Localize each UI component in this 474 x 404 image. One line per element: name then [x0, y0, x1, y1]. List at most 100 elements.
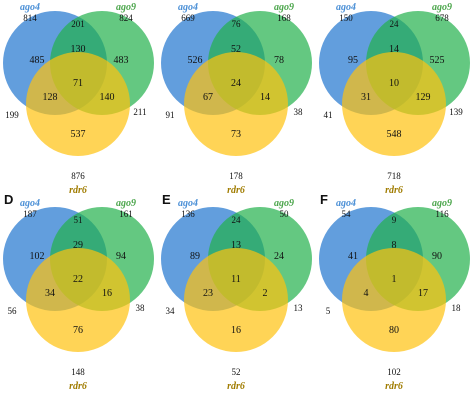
outside-count-ago4-rdr6: 5: [326, 306, 331, 316]
outside-count-ago9-rdr6: 139: [449, 107, 463, 117]
total-rdr6: 178: [229, 171, 243, 181]
circle-rdr6: [26, 52, 130, 156]
venn-diagram: ago4 ago9 rdr6 54 116 102 9 5 18 41 90 80 8 4 17 1: [319, 198, 470, 392]
region-ago9-only: 483: [114, 55, 129, 66]
region-ago4-only: 485: [30, 55, 45, 66]
circle-rdr6: [184, 52, 288, 156]
label-ago4: ago4: [20, 2, 40, 13]
region-ago4-rdr6: 4: [364, 288, 369, 299]
panel-letter: E: [162, 192, 171, 207]
outside-count-ago4-ago9: 9: [392, 215, 397, 225]
panel-letter: F: [320, 192, 328, 207]
total-ago9: 168: [277, 13, 291, 23]
region-ago9-rdr6: 14: [260, 92, 270, 103]
label-ago4: ago4: [20, 198, 40, 209]
region-ago9-only: 90: [432, 251, 442, 262]
total-rdr6: 52: [232, 367, 241, 377]
total-rdr6: 148: [71, 367, 85, 377]
total-rdr6: 718: [387, 171, 401, 181]
region-ago4-only: 41: [348, 251, 358, 262]
circle-rdr6: [342, 248, 446, 352]
region-ago9-rdr6: 17: [418, 288, 428, 299]
outside-count-ago9-rdr6: 18: [452, 303, 462, 313]
region-all-three: 24: [231, 78, 241, 89]
region-ago4-ago9: 8: [392, 240, 397, 251]
total-rdr6: 102: [387, 367, 401, 377]
region-ago9-rdr6: 129: [416, 92, 431, 103]
label-rdr6: rdr6: [227, 381, 245, 392]
region-ago9-only: 78: [274, 55, 284, 66]
region-ago9-rdr6: 2: [263, 288, 268, 299]
region-ago4-only: 102: [30, 251, 45, 262]
outside-count-ago9-rdr6: 38: [136, 303, 146, 313]
venn-diagram: ago4 ago9 rdr6 150 678 718 24 41 139 95 525 548 14 31…: [319, 2, 470, 196]
label-ago9: ago9: [432, 198, 452, 209]
outside-count-ago4-ago9: 201: [71, 19, 85, 29]
region-ago4-ago9: 13: [231, 240, 241, 251]
outside-count-ago4-rdr6: 91: [166, 110, 175, 120]
outside-count-ago4-rdr6: 34: [166, 306, 176, 316]
label-ago4: ago4: [178, 2, 198, 13]
region-all-three: 71: [73, 78, 83, 89]
label-ago9: ago9: [274, 2, 294, 13]
outside-count-ago4-ago9: 76: [232, 19, 242, 29]
circle-rdr6: [26, 248, 130, 352]
label-ago4: ago4: [178, 198, 198, 209]
circle-rdr6: [342, 52, 446, 156]
region-ago9-only: 24: [274, 251, 284, 262]
outside-count-ago9-rdr6: 38: [294, 107, 304, 117]
label-rdr6: rdr6: [385, 185, 403, 196]
region-ago4-ago9: 29: [73, 240, 83, 251]
region-ago4-rdr6: 128: [43, 92, 58, 103]
outside-count-ago9-rdr6: 13: [294, 303, 304, 313]
outside-count-ago4-rdr6: 199: [5, 110, 19, 120]
total-ago4: 187: [23, 209, 37, 219]
outside-count-ago9-rdr6: 211: [133, 107, 146, 117]
outside-count-ago4-ago9: 24: [390, 19, 400, 29]
region-ago4-rdr6: 31: [361, 92, 371, 103]
venn-diagram: ago4 ago9 rdr6 187 161 148 51 56 38 102 94 76 29 34 16…: [3, 198, 154, 392]
outside-count-ago4-rdr6: 41: [324, 110, 333, 120]
region-ago4-rdr6: 34: [45, 288, 55, 299]
label-ago9: ago9: [274, 198, 294, 209]
region-ago4-ago9: 14: [389, 44, 399, 55]
total-ago9: 161: [119, 209, 133, 219]
region-rdr6-only: 73: [231, 129, 241, 140]
panel-letter: D: [4, 192, 14, 207]
total-ago4: 669: [181, 13, 195, 23]
label-rdr6: rdr6: [227, 185, 245, 196]
total-ago9: 824: [119, 13, 133, 23]
label-rdr6: rdr6: [69, 381, 87, 392]
region-ago4-rdr6: 67: [203, 92, 213, 103]
region-ago4-ago9: 52: [231, 44, 241, 55]
label-rdr6: rdr6: [385, 381, 403, 392]
total-ago9: 50: [280, 209, 290, 219]
total-ago4: 150: [339, 13, 353, 23]
region-ago9-only: 94: [116, 251, 126, 262]
region-rdr6-only: 16: [231, 325, 241, 336]
outside-count-ago4-ago9: 24: [232, 215, 242, 225]
outside-count-ago4-ago9: 51: [74, 215, 83, 225]
label-ago9: ago9: [116, 198, 136, 209]
label-ago4: ago4: [336, 198, 356, 209]
region-rdr6-only: 537: [71, 129, 86, 140]
label-ago9: ago9: [116, 2, 136, 13]
circle-rdr6: [184, 248, 288, 352]
region-rdr6-only: 76: [73, 325, 83, 336]
region-all-three: 22: [73, 274, 83, 285]
region-ago9-only: 525: [430, 55, 445, 66]
label-ago4: ago4: [336, 2, 356, 13]
region-ago4-only: 89: [190, 251, 200, 262]
region-ago4-ago9: 130: [71, 44, 86, 55]
total-rdr6: 876: [71, 171, 85, 181]
total-ago4: 814: [23, 13, 37, 23]
region-all-three: 10: [389, 78, 399, 89]
outside-count-ago4-rdr6: 56: [8, 306, 18, 316]
region-ago4-only: 95: [348, 55, 358, 66]
region-ago4-only: 526: [188, 55, 203, 66]
region-rdr6-only: 548: [387, 129, 402, 140]
total-ago9: 116: [435, 209, 449, 219]
region-rdr6-only: 80: [389, 325, 399, 336]
label-ago9: ago9: [432, 2, 452, 13]
